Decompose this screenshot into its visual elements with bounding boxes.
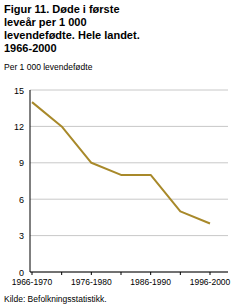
grid-line [30,162,228,163]
title-line: Figur 11. Døde i første [4,3,120,15]
x-axis [30,272,228,273]
y-tick-label: 9 [19,158,24,168]
title-line: leveår per 1 000 [4,16,87,28]
x-tick-label: 1986-1990 [130,277,171,287]
y-tick-label: 0 [19,268,24,278]
title-line: 1966-2000 [4,42,57,54]
title-line: levendefødte. Hele landet. [4,29,140,41]
source: Kilde: Befolkningsstatistikk. [4,294,107,304]
x-tick-label: 1966-1970 [12,277,53,287]
y-axis [30,90,31,272]
x-tick [61,272,62,275]
plot-area [32,102,210,223]
grid-line [30,199,228,200]
y-axis-label: Per 1 000 levendefødte [4,62,93,72]
line [32,102,210,223]
x-tick-label: 1996-2000 [190,277,231,287]
y-tick-label: 6 [19,195,24,205]
x-tick [210,272,211,275]
grid-line [30,90,228,91]
title: Figur 11. Døde i førsteleveår per 1 000l… [4,3,140,54]
chart: Figur 11. Døde i førsteleveår per 1 000l… [0,0,235,306]
x-tick-label: 1976-1980 [71,277,112,287]
x-tick [91,272,92,275]
y-tick-label: 12 [14,122,24,132]
y-tick-label: 15 [14,86,24,96]
x-tick [180,272,181,275]
y-tick-label: 3 [19,231,24,241]
x-tick [150,272,151,275]
x-tick [121,272,122,275]
x-tick [32,272,33,275]
grid-line [30,272,228,273]
grid-line [30,235,228,236]
